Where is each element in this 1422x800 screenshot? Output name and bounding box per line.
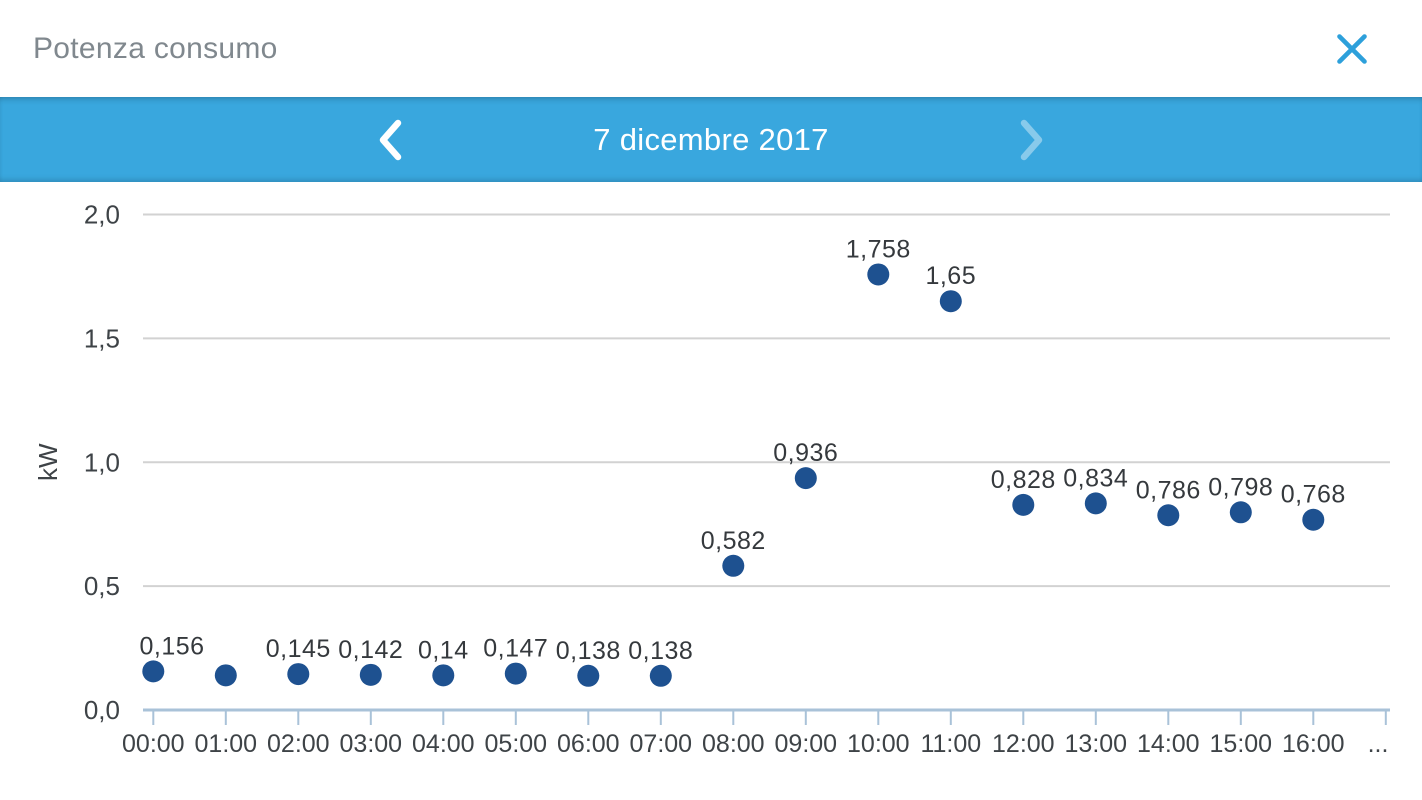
data-point-label: 1,758 [846, 235, 911, 263]
data-point[interactable] [939, 290, 962, 313]
data-point-label: 0,828 [991, 466, 1056, 494]
chart-area: 0,0 0,5 1,0 1,5 2,0 kW 00:00 01:00 02:00 03:00 04:… [0, 182, 1422, 800]
data-point[interactable] [1229, 501, 1252, 524]
x-tick-label: 02:00 [267, 730, 330, 758]
x-tick-label: 13:00 [1065, 730, 1128, 758]
data-point[interactable] [1012, 493, 1035, 516]
x-tick-label: 00:00 [122, 730, 185, 758]
data-point-label: 0,768 [1281, 481, 1346, 509]
x-tick-label: 07:00 [630, 730, 693, 758]
data-point-label: 0,142 [338, 636, 403, 664]
data-point[interactable] [1302, 508, 1325, 531]
chevron-left-icon [379, 119, 401, 160]
data-point[interactable] [214, 664, 237, 687]
data-point-label: 0,138 [556, 637, 621, 665]
prev-day-button[interactable] [360, 110, 420, 170]
data-point-label: 0,147 [483, 635, 548, 663]
x-tick-label: 01:00 [195, 730, 258, 758]
data-point-label: 0,145 [266, 635, 331, 663]
x-tick-label: 05:00 [485, 730, 548, 758]
x-tick-label: ... [1368, 730, 1389, 758]
close-icon [1337, 33, 1367, 64]
data-point-label: 0,138 [628, 637, 693, 665]
x-tick-label: 04:00 [412, 730, 475, 758]
close-button[interactable] [1326, 23, 1378, 75]
date-navigation-bar: 7 dicembre 2017 [0, 97, 1422, 182]
x-tick-label: 14:00 [1137, 730, 1200, 758]
x-tick-label: 08:00 [702, 730, 765, 758]
data-point-label: 0,834 [1063, 464, 1128, 492]
next-day-button[interactable] [1002, 110, 1062, 170]
data-point-label: 1,65 [925, 262, 976, 290]
x-tick-label: 03:00 [340, 730, 403, 758]
data-point-label: 0,798 [1208, 473, 1273, 501]
data-point[interactable] [287, 663, 310, 686]
data-point[interactable] [722, 554, 745, 577]
x-tick-label: 11:00 [920, 730, 981, 758]
data-point-label: 0,786 [1136, 476, 1201, 504]
data-point[interactable] [1157, 504, 1180, 527]
data-point-label: 0,14 [418, 636, 469, 664]
data-point[interactable] [359, 663, 382, 686]
data-point[interactable] [432, 664, 455, 687]
y-tick-label: 0,0 [84, 695, 120, 725]
y-axis-title: kW [33, 443, 63, 481]
x-tick-label: 15:00 [1210, 730, 1273, 758]
dialog-header: Potenza consumo [0, 0, 1422, 97]
data-point[interactable] [142, 660, 165, 683]
data-point[interactable] [649, 664, 672, 687]
y-tick-label: 1,0 [84, 447, 120, 477]
x-tick-label: 12:00 [992, 730, 1055, 758]
x-tick-label: 06:00 [557, 730, 620, 758]
y-tick-label: 2,0 [84, 200, 120, 230]
data-point[interactable] [504, 662, 527, 685]
data-point[interactable] [794, 467, 817, 490]
data-point-label: 0,936 [773, 439, 838, 467]
data-point[interactable] [1084, 492, 1107, 515]
y-tick-label: 1,5 [84, 323, 120, 353]
chevron-right-icon [1021, 119, 1043, 160]
selected-date: 7 dicembre 2017 [593, 121, 829, 157]
y-tick-label: 0,5 [84, 571, 120, 601]
data-point[interactable] [867, 263, 890, 286]
data-point[interactable] [577, 664, 600, 687]
dialog-title: Potenza consumo [33, 31, 278, 65]
x-tick-label: 09:00 [775, 730, 838, 758]
data-point-label: 0,156 [139, 632, 204, 660]
data-point-label: 0,582 [701, 527, 766, 555]
power-consumption-chart: 0,0 0,5 1,0 1,5 2,0 kW 00:00 01:00 02:00 03:00 04:… [33, 200, 1390, 758]
x-tick-label: 16:00 [1282, 730, 1345, 758]
x-tick-label: 10:00 [847, 730, 910, 758]
